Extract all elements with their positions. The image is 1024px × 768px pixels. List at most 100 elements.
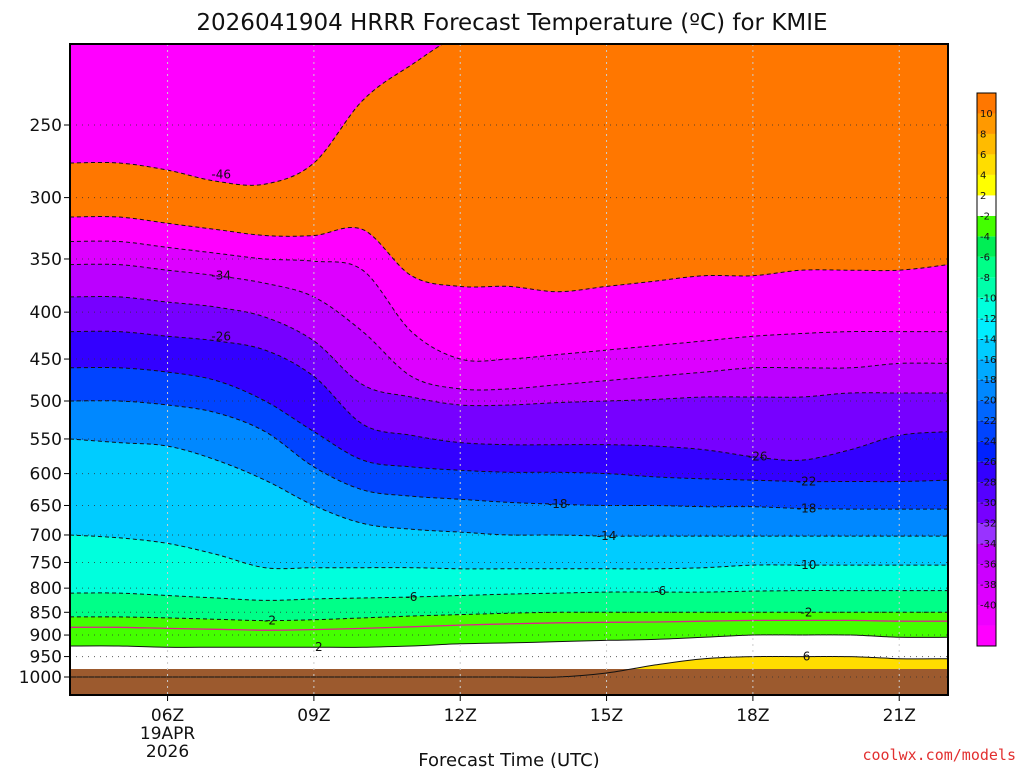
colorbar-swatch [977,277,996,298]
isotherm-line [70,611,948,622]
colorbar-swatch [977,543,996,565]
colorbar-swatch [977,584,996,606]
contour-label: -2 [264,614,276,628]
x-tick-label: 18Z [736,706,769,726]
plot-area: -46-34-26-26-22-18 -18-14-10-6 -6-2-226 [69,43,949,696]
colorbar-label: -8 [980,273,990,284]
colorbar-swatch [977,93,996,114]
contour-label: -26 [748,450,768,464]
x-date-label: 19APR [140,724,196,744]
colorbar-label: 4 [980,170,986,181]
colorbar-label: -22 [980,416,996,427]
contour-label: -6 [654,584,666,598]
isotherm-line [70,330,948,461]
ground-fill [70,669,948,695]
colorbar-swatch [977,564,996,585]
colorbar-label: -28 [980,478,996,489]
colorbar-swatch [977,461,996,483]
colorbar-label: -34 [980,539,996,550]
y-tick-label: 850 [30,603,62,623]
colorbar-label: -2 [980,211,990,222]
contour-label: -10 [797,558,817,572]
contour-label: -2 [801,605,813,619]
contour-label: -18 [548,497,568,511]
colorbar-swatch [977,318,996,339]
y-tick-label: 350 [30,250,62,270]
colorbar-label: -12 [980,314,996,325]
x-date-label: 2026 [146,742,189,762]
colorbar: 10 8 6 4 2 -2 -4 -6 -8 -10 -12 -14 -16 -18 -20 -22 -24 -2… [976,92,997,647]
colorbar-swatch [977,215,996,237]
y-tick-label: 800 [30,579,62,599]
colorbar-label: -20 [980,396,996,407]
colorbar-swatch [977,195,996,216]
isotherm-line [70,216,948,293]
y-tick-label: 650 [30,496,62,516]
isotherm-line [70,366,948,483]
y-tick-label: 550 [30,430,62,450]
y-tick-label: 400 [30,303,62,323]
y-tick-label: 450 [30,350,62,370]
freezing-level-line [70,619,948,631]
y-tick-label: 600 [30,465,62,485]
y-tick-label: 1000 [19,668,62,688]
contour-label: 6 [803,650,811,664]
colorbar-swatch [977,236,996,257]
contour-label: -6 [405,590,417,604]
isotherm-line [70,634,948,648]
colorbar-swatch [977,605,996,626]
isotherm-line [70,296,948,407]
colorbar-label: -26 [980,457,996,468]
x-tick-label: 15Z [590,706,623,726]
colorbar-frame [976,92,997,647]
isotherm-line [70,534,948,570]
contour-label: -18 [797,502,817,516]
colorbar-swatch [977,441,996,462]
isotherm-line [70,44,444,186]
contour-label: -34 [211,269,231,283]
colorbar-swatch [977,400,996,421]
colorbar-label: -24 [980,437,996,448]
y-tick-label: 950 [30,648,62,668]
colorbar-label: -36 [980,560,996,571]
colorbar-swatch [977,625,996,646]
colorbar-label: -6 [980,252,990,263]
colorbar-label: -30 [980,498,996,509]
isotherm-line [70,263,948,391]
plot-frame [69,43,949,696]
y-tick-label: 700 [30,526,62,546]
colorbar-swatch [977,502,996,524]
x-tick-label: 09Z [297,706,330,726]
colorbar-label: -10 [980,293,996,304]
colorbar-label: -4 [980,232,990,243]
colorbar-label: -16 [980,355,996,366]
y-tick-label: 500 [30,392,62,412]
colorbar-swatch [977,482,996,503]
y-tick-label: 750 [30,553,62,573]
colorbar-label: -32 [980,519,996,530]
colorbar-label: 6 [980,150,986,161]
colorbar-label: -40 [980,601,996,612]
colorbar-label: -18 [980,375,996,386]
colorbar-swatch [977,133,996,155]
colorbar-swatch [977,256,996,278]
colorbar-swatch [977,113,996,134]
colorbar-label: 10 [980,109,993,120]
colorbar-label: 8 [980,129,986,140]
colorbar-label: -14 [980,334,996,345]
colorbar-swatch [977,297,996,319]
colorbar-swatch [977,338,996,360]
colorbar-swatch [977,174,996,196]
y-tick-label: 300 [30,189,62,209]
x-tick-label: 21Z [883,706,916,726]
chart-title: 2026041904 HRRR Forecast Temperature (ºC… [196,10,827,36]
credit-link[interactable]: coolwx.com/models [862,746,1016,764]
x-axis-label: Forecast Time (UTC) [418,750,599,768]
contour-label: 2 [315,640,323,654]
colorbar-swatch [977,359,996,380]
y-tick-label: 900 [30,626,62,646]
colorbar-label: 2 [980,191,986,202]
x-tick-label: 06Z [151,706,184,726]
contour-label: -46 [211,167,231,181]
